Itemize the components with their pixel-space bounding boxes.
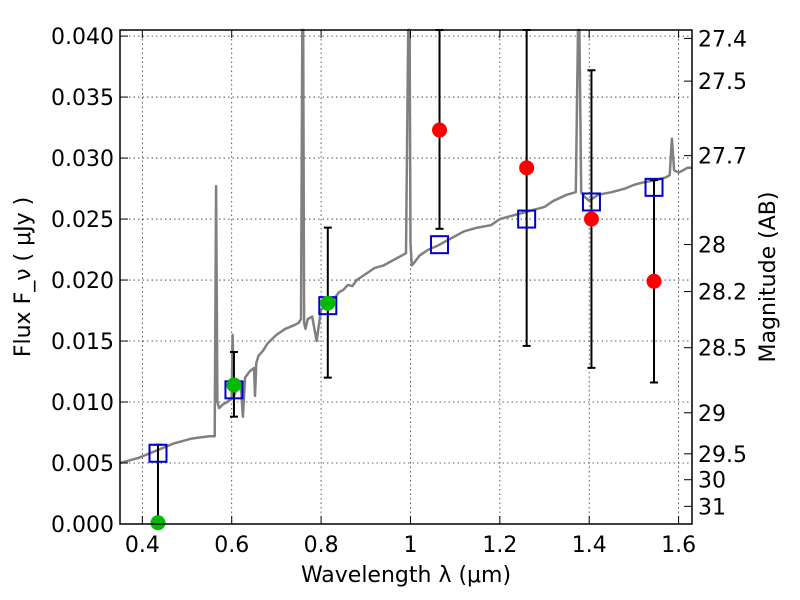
right-axis-label: Magnitude (AB) (756, 192, 781, 363)
right-tick-label: 31 (698, 495, 726, 520)
detection-point (646, 273, 662, 289)
x-tick-label: 1.4 (572, 533, 607, 558)
right-tick-label: 27.7 (698, 145, 747, 170)
x-axis-label: Wavelength λ (μm) (301, 563, 511, 588)
right-tick-label: 28.5 (698, 337, 747, 362)
y-tick-label: 0.015 (51, 330, 114, 355)
y-tick-label: 0.035 (51, 86, 114, 111)
marker-layer (148, 122, 664, 531)
detection-point (519, 160, 535, 176)
optical-point (150, 515, 166, 531)
x-tick-label: 0.8 (304, 533, 339, 558)
y-tick-label: 0.000 (51, 513, 114, 538)
right-tick-label: 27.5 (698, 70, 747, 95)
x-tick-label: 0.6 (214, 533, 249, 558)
model-point (581, 192, 601, 212)
x-tick-label: 1 (403, 533, 417, 558)
x-tick-label: 0.4 (125, 533, 160, 558)
y-tick-label: 0.030 (51, 147, 114, 172)
model-point (644, 177, 664, 197)
right-tick-label: 27.4 (698, 27, 747, 52)
right-tick-label: 29 (698, 402, 726, 427)
spectrum-layer (119, 28, 692, 465)
right-tick-label: 28.2 (698, 281, 747, 306)
right-tick-label: 28 (698, 234, 726, 259)
y-tick-label: 0.005 (51, 452, 114, 477)
tick-layer: 0.4 0.6 0.8 1 1.2 1.4 1.6 0.000 0.005 0.010 0.015 0… (51, 25, 747, 558)
errorbar-layer (153, 29, 659, 525)
grid-layer (120, 30, 692, 525)
y-tick-label: 0.040 (51, 25, 114, 50)
right-tick-label: 30 (698, 469, 726, 494)
detection-point (432, 122, 448, 138)
optical-point (226, 377, 242, 393)
x-tick-label: 1.2 (482, 533, 517, 558)
model-point (517, 209, 537, 229)
x-tick-label: 1.6 (661, 533, 696, 558)
y-tick-label: 0.020 (51, 269, 114, 294)
plot-frame (119, 29, 693, 525)
model-point (430, 235, 450, 255)
y-axis-label: Flux F_ν ( μJy ) (11, 197, 36, 357)
detection-point (583, 211, 599, 227)
y-tick-label: 0.010 (51, 391, 114, 416)
spectrum-line (119, 28, 692, 465)
model-point (148, 443, 168, 463)
right-tick-label: 29.5 (698, 443, 747, 468)
optical-point (320, 295, 336, 311)
y-tick-label: 0.025 (51, 208, 114, 233)
